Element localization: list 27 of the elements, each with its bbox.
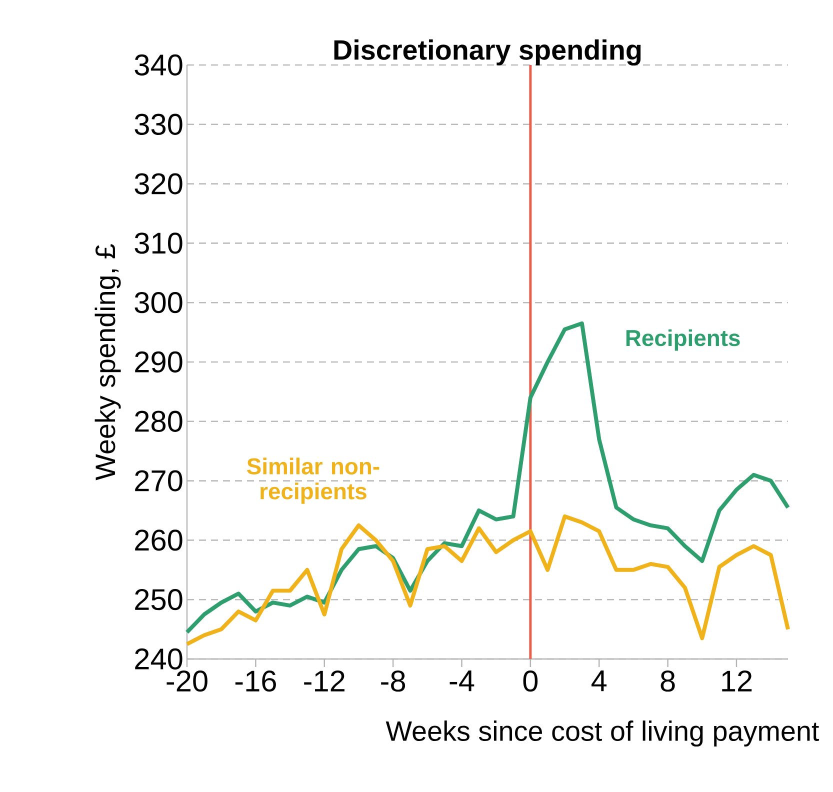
y-tick-label: 330 [134,114,182,135]
y-tick-label: 320 [134,173,182,194]
y-tick-label: 340 [134,54,182,76]
y-tick-label: 240 [135,648,182,670]
x-tick-label: 8 [660,670,675,692]
x-tick-label: -20 [166,670,208,692]
x-axis-title: Weeks since cost of living payment [386,720,820,747]
y-tick-label: 290 [135,351,182,373]
x-tick-label: -8 [381,670,406,692]
y-tick-label: 260 [135,530,182,551]
x-tick-label: 0 [523,670,538,692]
x-tick-label: 4 [591,670,607,692]
y-tick-label: 250 [135,589,182,610]
x-tick-label: -12 [304,670,344,692]
series-label: Similar non-recipients [247,458,380,504]
x-tick-label: -16 [235,670,276,692]
chart-title: Discretionary spending [334,39,641,66]
series-label: Recipients [626,329,740,351]
x-tick-label: -4 [450,670,474,692]
y-tick-label: 310 [134,232,182,254]
y-tick-label: 300 [134,292,182,314]
line-series [185,514,790,646]
y-tick-label: 270 [135,470,182,492]
line-series [185,321,790,634]
y-axis-title: Weeky spending, £ [94,244,121,480]
y-tick-label: 280 [135,410,182,432]
x-tick-label: 12 [722,670,752,692]
